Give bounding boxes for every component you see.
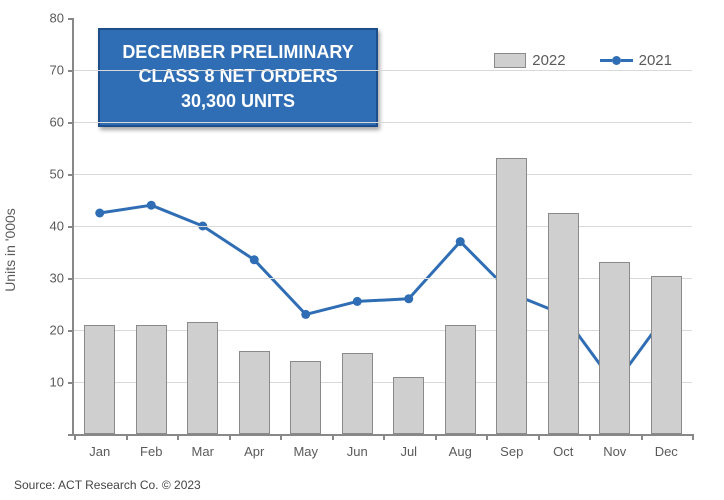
y-tick	[68, 278, 74, 280]
bar	[496, 158, 527, 434]
x-tick-label: Jan	[89, 444, 110, 459]
x-tick-label: Sep	[500, 444, 523, 459]
y-tick-label: 50	[34, 167, 64, 182]
grid-line	[74, 70, 692, 71]
legend: 2022 2021	[494, 52, 672, 69]
x-tick-label: Feb	[140, 444, 162, 459]
plot-area: DECEMBER PRELIMINARY CLASS 8 NET ORDERS …	[72, 18, 692, 436]
bar	[548, 213, 579, 434]
y-tick	[68, 382, 74, 384]
line-marker	[95, 209, 104, 218]
y-tick	[68, 122, 74, 124]
legend-swatch-bar	[494, 53, 526, 68]
line-marker	[301, 310, 310, 319]
source-text: Source: ACT Research Co. © 2023	[14, 478, 201, 492]
legend-swatch-line	[600, 56, 633, 65]
bar	[84, 325, 115, 434]
legend-label-line: 2021	[639, 52, 672, 69]
x-tick	[589, 434, 591, 440]
x-tick-label: May	[293, 444, 318, 459]
bar	[651, 276, 682, 434]
x-tick	[280, 434, 282, 440]
line-marker	[456, 237, 465, 246]
x-tick	[332, 434, 334, 440]
callout-line3: 30,300 UNITS	[110, 89, 366, 113]
callout-line2: CLASS 8 NET ORDERS	[110, 64, 366, 88]
x-tick-label: Mar	[192, 444, 214, 459]
y-tick	[68, 226, 74, 228]
line-series	[100, 205, 667, 384]
bar	[290, 361, 321, 434]
bar	[393, 377, 424, 434]
chart-container: Units in '000s DECEMBER PRELIMINARY CLAS…	[0, 0, 724, 500]
x-tick-label: Oct	[553, 444, 573, 459]
grid-line	[74, 226, 692, 227]
y-tick-label: 30	[34, 271, 64, 286]
grid-line	[74, 122, 692, 123]
bar	[342, 353, 373, 434]
x-tick	[538, 434, 540, 440]
line-marker	[404, 294, 413, 303]
x-tick	[486, 434, 488, 440]
x-tick-label: Nov	[603, 444, 626, 459]
x-tick	[692, 434, 694, 440]
y-tick	[68, 330, 74, 332]
x-tick-label: Aug	[449, 444, 472, 459]
y-axis-title: Units in '000s	[2, 208, 18, 292]
bar	[187, 322, 218, 434]
y-tick-label: 80	[34, 11, 64, 26]
y-tick-label: 10	[34, 375, 64, 390]
x-tick	[126, 434, 128, 440]
line-marker	[250, 255, 259, 264]
callout-box: DECEMBER PRELIMINARY CLASS 8 NET ORDERS …	[98, 28, 378, 127]
callout-line1: DECEMBER PRELIMINARY	[110, 40, 366, 64]
y-tick	[68, 18, 74, 20]
x-tick	[383, 434, 385, 440]
x-tick-label: Apr	[244, 444, 264, 459]
y-tick	[68, 174, 74, 176]
bar	[599, 262, 630, 434]
x-tick-label: Jun	[347, 444, 368, 459]
y-tick-label: 20	[34, 323, 64, 338]
legend-item-bars: 2022	[494, 52, 565, 69]
x-tick	[74, 434, 76, 440]
x-tick-label: Jul	[400, 444, 417, 459]
x-tick	[177, 434, 179, 440]
bar	[445, 325, 476, 434]
line-marker	[147, 201, 156, 210]
grid-line	[74, 174, 692, 175]
y-tick	[68, 70, 74, 72]
x-tick-label: Dec	[655, 444, 678, 459]
x-tick	[229, 434, 231, 440]
y-tick-label: 70	[34, 63, 64, 78]
bar	[239, 351, 270, 434]
x-tick	[435, 434, 437, 440]
y-tick-label: 60	[34, 115, 64, 130]
legend-item-line: 2021	[600, 52, 672, 69]
line-marker	[353, 297, 362, 306]
legend-label-bars: 2022	[532, 52, 565, 69]
bar	[136, 325, 167, 434]
x-tick	[641, 434, 643, 440]
y-tick-label: 40	[34, 219, 64, 234]
